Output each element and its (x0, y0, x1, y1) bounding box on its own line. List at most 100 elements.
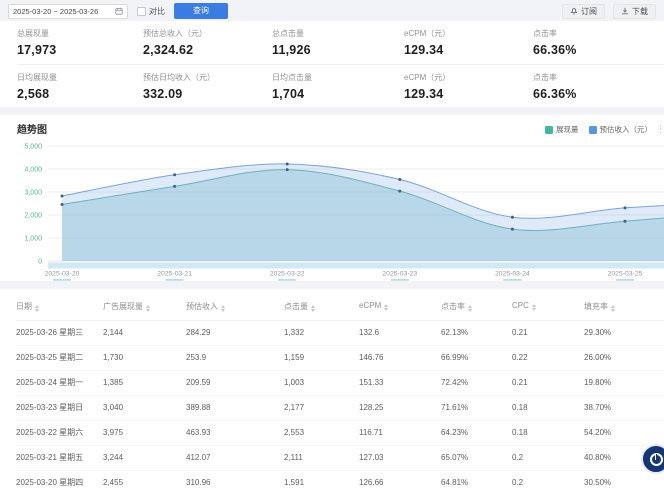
compare-checkbox[interactable] (137, 6, 146, 16)
column-header-点击量[interactable]: 点击量 (284, 293, 359, 320)
stat-cell: 日均点击量 1,704 (272, 72, 404, 107)
stat-value: 66.36% (533, 87, 577, 101)
table-cell: 128.25 (359, 394, 441, 420)
stat-value: 129.34 (404, 87, 444, 101)
legend-item[interactable]: 展现量 (545, 124, 579, 135)
table-cell: 2025-03-24 星期一 (16, 369, 103, 395)
stat-label: eCPM（元） (404, 29, 451, 38)
sort-icon[interactable] (384, 304, 389, 312)
stat-value: 11,926 (272, 43, 311, 57)
bell-icon (570, 8, 578, 15)
stat-value: 17,973 (17, 43, 57, 57)
table-cell: 38.70% (584, 394, 664, 420)
stat-label: eCPM（元） (404, 73, 451, 82)
table-cell: 1,385 (103, 369, 186, 395)
table-cell: 463.93 (186, 419, 284, 445)
table-cell: 0.21 (512, 319, 584, 345)
table-header-row: 日期 广告展现量 预估收入 点击量 eCPM 点击率 CPC 填充率 (16, 293, 664, 320)
svg-text:5,000: 5,000 (24, 144, 42, 151)
stats-summary-card: 总展现量 17,973 预估总收入（元） 2,324.62 总点击量 11,926 eCPM… (0, 21, 664, 107)
table-cell: 146.76 (359, 344, 441, 370)
trend-chart-svg: 0 1,000 2,000 3,000 4,000 5,000 2025-03-20 2025… (24, 144, 664, 281)
table-cell: 30.50% (584, 469, 664, 495)
chart-menu-icon[interactable]: ⋮⋮ (656, 124, 664, 134)
chart-datazoom[interactable] (48, 262, 664, 269)
stat-cell: 预估总收入（元） 2,324.62 (143, 28, 272, 64)
table-cell: 116.71 (359, 419, 441, 445)
stat-value: 66.36% (533, 43, 577, 57)
date-range-input[interactable]: 2025-03-20 ~ 2025-03-26 (8, 3, 128, 19)
legend-label: 预估收入（元） (599, 125, 653, 134)
subscribe-button[interactable]: 订阅 (562, 3, 605, 19)
sort-icon[interactable] (35, 304, 39, 312)
legend-item[interactable]: 预估收入（元） (588, 124, 653, 135)
chart-legend: 展现量 预估收入（元） (545, 124, 652, 135)
column-header-eCPM[interactable]: eCPM (359, 293, 441, 320)
column-header-CPC[interactable]: CPC (512, 293, 584, 320)
table-cell: 72.42% (441, 369, 512, 395)
column-header-广告展现量[interactable]: 广告展现量 (103, 293, 186, 320)
column-header-填充率[interactable]: 填充率 (584, 293, 664, 320)
table-cell: 412.07 (186, 444, 284, 470)
table-cell: 2025-03-23 星期日 (16, 394, 103, 420)
table-cell: 3,975 (103, 419, 186, 445)
table-cell: 2025-03-25 星期二 (16, 344, 103, 370)
daily-stats-table: 日期 广告展现量 预估收入 点击量 eCPM 点击率 CPC 填充率 2025-03-26 星… (16, 293, 664, 495)
date-range-value: 2025-03-20 ~ 2025-03-26 (13, 6, 99, 16)
table-cell: 65.07% (441, 444, 512, 470)
table-cell: 126.66 (359, 469, 441, 495)
table-cell: 2,455 (103, 469, 186, 495)
table-cell: 1,003 (284, 369, 359, 395)
svg-text:1,000: 1,000 (24, 236, 42, 243)
calendar-icon[interactable] (115, 7, 123, 15)
legend-label: 展现量 (556, 125, 579, 134)
table-cell: 0.2 (512, 469, 584, 495)
table-cell: 64.23% (441, 419, 512, 445)
table-cell: 209.59 (186, 369, 284, 395)
stat-row: 日均展现量 2,568 预估日均收入（元） 332.09 日均点击量 1,704 eCPM（… (17, 64, 664, 107)
compare-label: 对比 (149, 6, 165, 16)
sort-icon[interactable] (531, 304, 536, 312)
table-cell: 1,730 (103, 344, 186, 370)
stat-cell: 点击率 66.36% (533, 28, 664, 64)
stat-cell: eCPM（元） 129.34 (404, 72, 533, 107)
floating-assistant-widget[interactable] (641, 444, 664, 474)
stat-cell: 预估日均收入（元） 332.09 (143, 72, 272, 107)
trend-chart-card: 趋势图 展现量 预估收入（元） ⋮⋮ 0 1,000 2,000 3,000 4,000 5… (0, 115, 664, 281)
table-row: 2025-03-20 星期四 2,455 310.96 1,591 126.66 64.8… (16, 469, 664, 495)
compare-checkbox-wrap: 对比 (137, 6, 165, 17)
stat-label: 点击率 (533, 29, 557, 38)
stat-cell: 日均展现量 2,568 (17, 72, 143, 107)
stat-cell: 总展现量 17,973 (17, 28, 143, 64)
column-header-预估收入[interactable]: 预估收入 (186, 293, 284, 320)
sort-icon[interactable] (611, 304, 615, 312)
table-cell: 2,144 (103, 319, 186, 345)
subscribe-label: 订阅 (581, 6, 597, 16)
sort-icon[interactable] (221, 304, 225, 312)
query-button[interactable]: 查询 (174, 3, 228, 19)
sort-icon[interactable] (311, 304, 315, 312)
column-header-点击率[interactable]: 点击率 (441, 293, 512, 320)
table-cell: 1,159 (284, 344, 359, 370)
table-cell: 0.22 (512, 344, 584, 370)
svg-text:2025-03-22: 2025-03-22 (270, 271, 305, 278)
stat-label: 日均展现量 (17, 73, 57, 82)
sort-icon[interactable] (146, 304, 150, 312)
stat-cell: eCPM（元） 129.34 (404, 28, 533, 64)
sort-icon[interactable] (468, 304, 472, 312)
stat-row: 总展现量 17,973 预估总收入（元） 2,324.62 总点击量 11,926 eCPM… (17, 21, 664, 64)
table-cell: 2,553 (284, 419, 359, 445)
table-cell: 3,040 (103, 394, 186, 420)
svg-text:4,000: 4,000 (24, 167, 42, 174)
column-label: 预估收入 (186, 301, 218, 311)
stat-cell: 总点击量 11,926 (272, 28, 404, 64)
table-row: 2025-03-22 星期六 3,975 463.93 2,553 116.71 64.2… (16, 419, 664, 445)
column-header-日期[interactable]: 日期 (16, 293, 103, 320)
table-cell: 0.18 (512, 419, 584, 445)
download-button[interactable]: 下载 (613, 3, 656, 19)
table-cell: 0.21 (512, 369, 584, 395)
table-row: 2025-03-24 星期一 1,385 209.59 1,003 151.33 72.4… (16, 369, 664, 395)
toolbar: 2025-03-20 ~ 2025-03-26 对比 查询 订阅 下载 (0, 0, 664, 20)
column-label: 广告展现量 (103, 301, 143, 311)
svg-text:0: 0 (38, 259, 42, 266)
